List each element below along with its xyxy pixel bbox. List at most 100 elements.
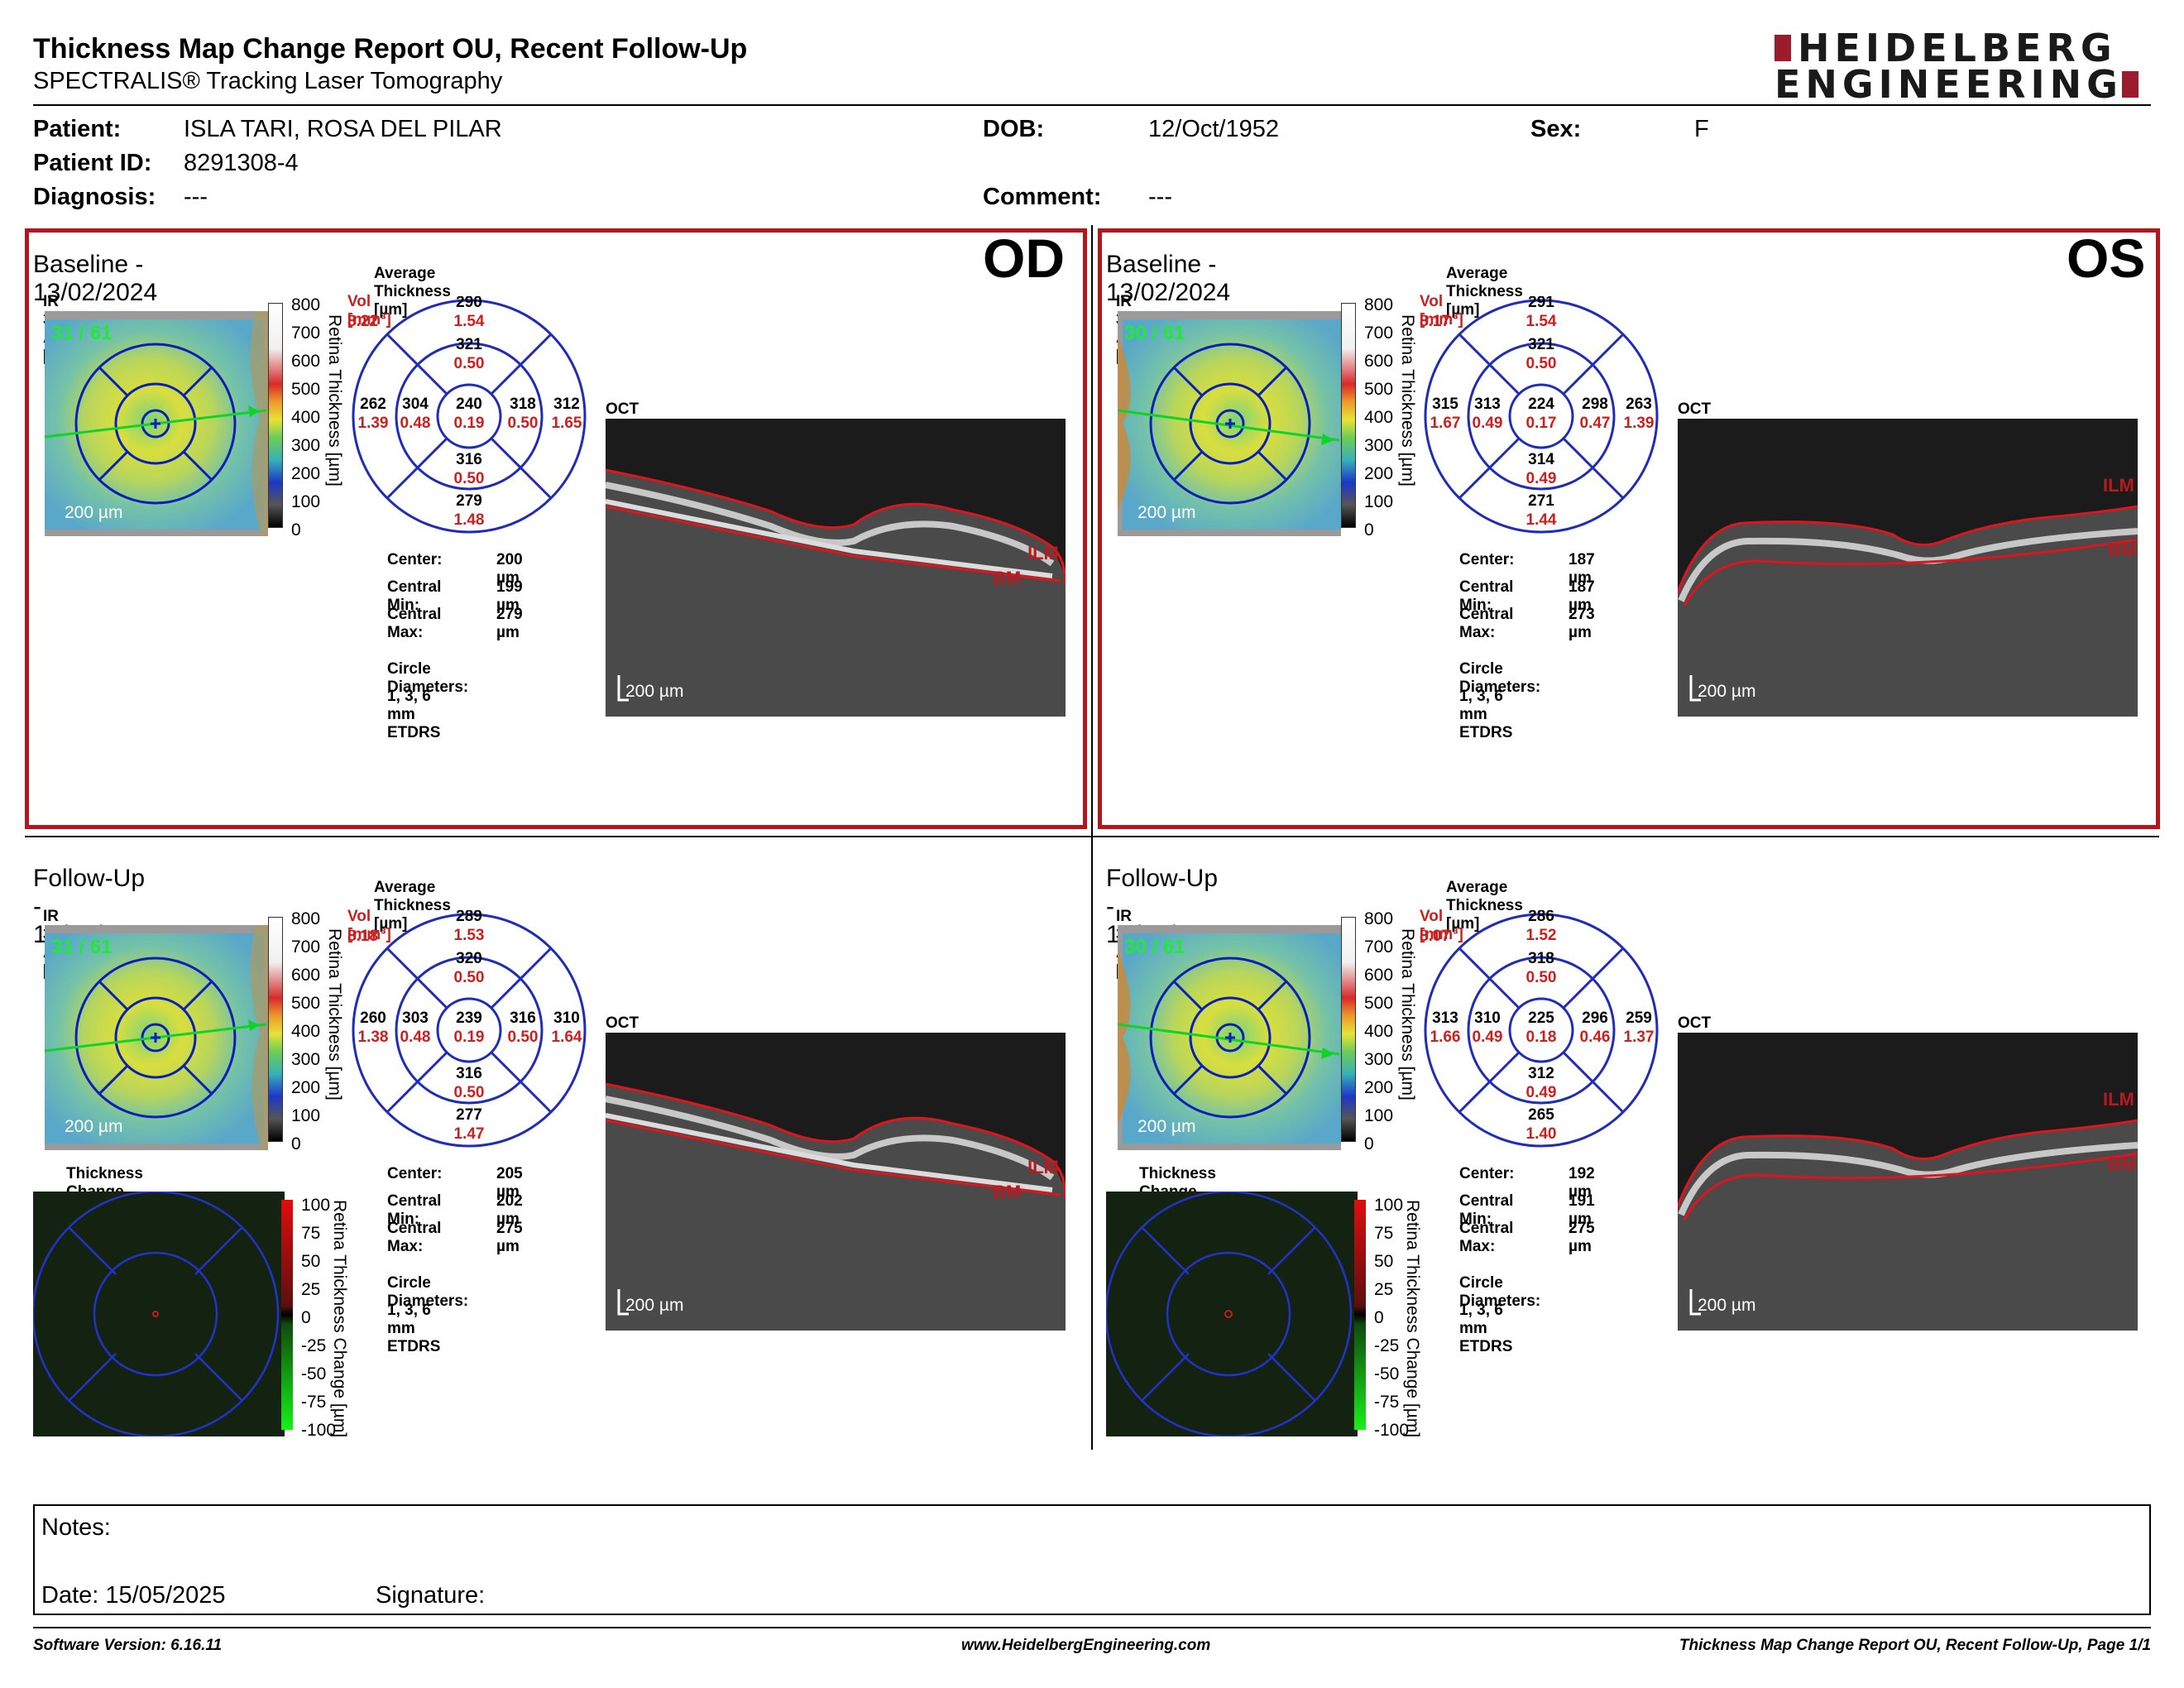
inner-inferior-volume: 0.49 bbox=[1526, 470, 1557, 487]
center-value: 187 µm bbox=[1569, 551, 1595, 587]
central-min-label: Central Min: bbox=[387, 578, 442, 614]
oct-b-scan: ILM BM 200 µm bbox=[606, 1033, 1066, 1331]
center-thickness: 224 bbox=[1528, 396, 1554, 413]
outer-superior-thickness: 289 bbox=[456, 910, 482, 925]
central-max-label: Central Max: bbox=[1459, 606, 1514, 641]
outer-superior-volume: 1.53 bbox=[454, 927, 485, 944]
inner-nasal-thickness: 296 bbox=[1582, 1009, 1608, 1027]
outer-inferior-volume: 1.47 bbox=[454, 1125, 485, 1143]
central-max-value: 273 µm bbox=[1569, 606, 1595, 641]
circle-diameters-label: Circle Diameters: bbox=[387, 1274, 469, 1310]
thickness-color-scale bbox=[268, 303, 283, 528]
inner-temporal-thickness: 313 bbox=[1474, 396, 1501, 413]
inner-superior-thickness: 321 bbox=[1528, 336, 1554, 353]
outer-inferior-thickness: 271 bbox=[1528, 492, 1554, 510]
patient-name: ISLA TARI, ROSA DEL PILAR bbox=[184, 116, 502, 142]
outer-superior-volume: 1.54 bbox=[454, 313, 485, 330]
thickness-change-map bbox=[1106, 1192, 1358, 1436]
inner-inferior-volume: 0.50 bbox=[454, 470, 485, 487]
central-max-label: Central Max: bbox=[387, 606, 442, 641]
company-logo: HEIDELBERG ENGINEERING bbox=[1774, 29, 2155, 107]
outer-nasal-volume: 1.65 bbox=[552, 415, 582, 432]
inner-temporal-thickness: 304 bbox=[402, 396, 429, 413]
fundus-thickness-map: 30 / 61 200 µm bbox=[1118, 311, 1341, 536]
ilm-label: ILM bbox=[2103, 475, 2134, 496]
outer-inferior-volume: 1.44 bbox=[1526, 511, 1557, 529]
etdrs-label: 1, 3, 6 mm ETDRS bbox=[1459, 688, 1513, 741]
inner-superior-thickness: 318 bbox=[1528, 950, 1554, 967]
fundus-scale-label: 200 µm bbox=[65, 1117, 122, 1136]
outer-superior-volume: 1.54 bbox=[1526, 313, 1557, 330]
fundus-counter: 31 / 61 bbox=[51, 322, 112, 344]
outer-nasal-thickness: 259 bbox=[1626, 1009, 1652, 1027]
inner-nasal-thickness: 316 bbox=[510, 1009, 536, 1027]
bm-label: BM bbox=[993, 568, 1021, 588]
center-label: Center: bbox=[387, 1165, 443, 1182]
inner-nasal-thickness: 298 bbox=[1582, 396, 1608, 413]
dob-label: DOB: bbox=[983, 116, 1045, 142]
software-version: Software Version: 6.16.11 bbox=[33, 1637, 223, 1654]
oct-scale-label: 200 µm bbox=[1698, 682, 1755, 701]
avg-thickness-label: Average Thickness [µm] bbox=[374, 265, 451, 319]
fundus-counter: 30 / 61 bbox=[1124, 936, 1185, 958]
inner-inferior-thickness: 312 bbox=[1528, 1065, 1554, 1082]
thickness-scale-ticks: 800 700 600 500 400 300 200 100 0 bbox=[291, 909, 321, 1153]
central-max-value: 279 µm bbox=[496, 606, 523, 641]
inner-nasal-volume: 0.50 bbox=[508, 415, 539, 432]
inner-superior-volume: 0.50 bbox=[1526, 969, 1557, 986]
inner-temporal-thickness: 310 bbox=[1474, 1009, 1501, 1027]
outer-inferior-volume: 1.48 bbox=[454, 511, 485, 529]
center-value: 205 µm bbox=[496, 1165, 523, 1201]
etdrs-grid: 291 1.54 321 0.50 224 0.17 313 0.49 298 … bbox=[1424, 296, 1659, 534]
notes-box[interactable]: Notes: Date: 15/05/2025 Signature: bbox=[33, 1504, 2151, 1615]
os-baseline-frame bbox=[1098, 228, 2160, 829]
inner-nasal-thickness: 318 bbox=[510, 396, 536, 413]
outer-inferior-thickness: 279 bbox=[456, 492, 482, 510]
outer-temporal-thickness: 315 bbox=[1432, 396, 1458, 413]
inner-nasal-volume: 0.50 bbox=[508, 1029, 539, 1046]
outer-nasal-volume: 1.64 bbox=[552, 1029, 582, 1046]
center-thickness: 239 bbox=[456, 1009, 482, 1027]
circle-diameters-label: Circle Diameters: bbox=[387, 660, 469, 696]
center-volume: 0.19 bbox=[454, 1029, 485, 1046]
inner-inferior-volume: 0.49 bbox=[1526, 1084, 1557, 1101]
change-color-scale bbox=[281, 1200, 293, 1430]
inner-superior-volume: 0.50 bbox=[454, 355, 485, 372]
footer-rule bbox=[33, 1627, 2151, 1628]
thickness-scale-axis-label: Retina Thickness [µm] bbox=[1398, 928, 1417, 1101]
central-min-value: 191 µm bbox=[1569, 1192, 1595, 1228]
ilm-label: ILM bbox=[1027, 1157, 1059, 1177]
logo-line-2: ENGINEERING bbox=[1774, 62, 2123, 107]
comment-value: --- bbox=[1148, 184, 1172, 210]
vol-total: 8.17 bbox=[1420, 313, 1450, 330]
outer-nasal-volume: 1.39 bbox=[1624, 415, 1655, 432]
outer-superior-thickness: 286 bbox=[1528, 910, 1554, 925]
etdrs-label: 1, 3, 6 mm ETDRS bbox=[387, 688, 441, 741]
bm-label: BM bbox=[2108, 539, 2136, 560]
website-link[interactable]: www.HeidelbergEngineering.com bbox=[961, 1637, 1211, 1654]
fundus-scale-label: 200 µm bbox=[1138, 503, 1195, 522]
central-max-value: 275 µm bbox=[1569, 1220, 1595, 1255]
inner-nasal-volume: 0.46 bbox=[1580, 1029, 1611, 1046]
thickness-scale-axis-label: Retina Thickness [µm] bbox=[1398, 314, 1417, 487]
outer-temporal-volume: 1.39 bbox=[358, 415, 389, 432]
diagnosis-value: --- bbox=[184, 184, 208, 210]
avg-thickness-label: Average Thickness [µm] bbox=[1446, 265, 1523, 319]
outer-inferior-thickness: 277 bbox=[456, 1106, 482, 1124]
center-volume: 0.17 bbox=[1526, 415, 1557, 432]
inner-temporal-volume: 0.49 bbox=[1473, 415, 1503, 432]
outer-temporal-volume: 1.67 bbox=[1430, 415, 1461, 432]
signature-label: Signature: bbox=[376, 1582, 486, 1609]
outer-temporal-thickness: 260 bbox=[360, 1009, 386, 1027]
outer-temporal-volume: 1.66 bbox=[1430, 1029, 1461, 1046]
panel-vertical-divider bbox=[1091, 225, 1093, 1450]
sex-value: F bbox=[1694, 116, 1709, 142]
bm-label: BM bbox=[2108, 1153, 2136, 1174]
ilm-label: ILM bbox=[2103, 1089, 2134, 1110]
oct-scale-label: 200 µm bbox=[625, 682, 683, 701]
thickness-scale-ticks: 800 700 600 500 400 300 200 100 0 bbox=[1364, 909, 1394, 1153]
thickness-color-scale bbox=[1341, 917, 1356, 1142]
logo-square-top bbox=[1774, 35, 1791, 61]
fundus-thickness-map: 30 / 61 200 µm bbox=[1118, 925, 1341, 1150]
vol-label: Vol [mm³] bbox=[1420, 908, 1463, 943]
